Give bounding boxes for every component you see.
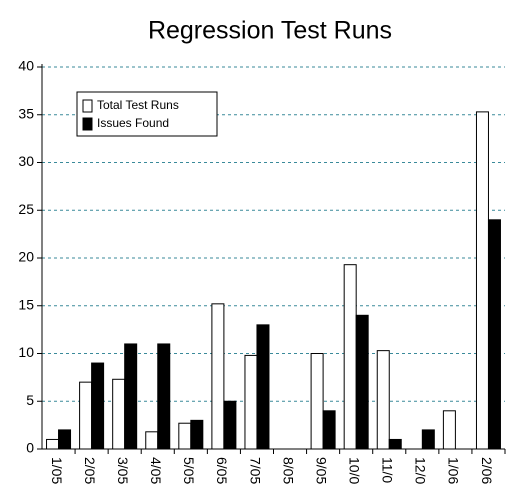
legend-label: Issues Found [97,116,169,130]
x-tick-label: 4/05 [148,457,164,484]
bar [112,378,126,450]
x-tick-label: 12/0 [413,457,429,484]
bar [211,303,225,450]
bar [487,219,501,450]
x-tick-label: 5/05 [181,457,197,484]
x-tick-label: 6/05 [214,457,230,484]
bar [442,410,456,450]
y-tick-label: 5 [26,392,34,408]
bar [124,343,138,450]
x-tick-label: 7/05 [247,457,263,484]
legend-swatch [82,117,93,131]
bar [475,111,489,450]
y-tick-label: 25 [18,201,34,217]
y-tick-label: 15 [18,296,34,312]
legend-box [76,91,218,137]
bar [178,422,192,450]
legend-swatch [82,99,93,113]
bar [310,353,324,450]
bar [388,438,402,450]
x-tick-label: 1/06 [446,457,462,484]
chart-title: Regression Test Runs [148,17,392,45]
bar [145,431,159,450]
bar [79,381,93,450]
x-tick-label: 8/05 [280,457,296,484]
y-tick-label: 0 [26,440,34,456]
x-tick-label: 1/05 [49,457,65,484]
x-tick-label: 10/0 [346,457,362,484]
bar [157,343,171,450]
y-tick-label: 20 [18,249,34,265]
bar [256,324,270,450]
y-tick-label: 40 [18,58,34,74]
bar [223,400,237,450]
bar [322,410,336,450]
bar [343,264,357,450]
bar [46,438,60,450]
x-tick-label: 3/05 [115,457,131,484]
y-tick-label: 35 [18,105,34,121]
legend-label: Total Test Runs [97,98,179,112]
bar [376,350,390,450]
bar [355,314,369,450]
y-tick-label: 30 [18,153,34,169]
bar [421,429,435,450]
bar [58,429,72,450]
bar [190,419,204,450]
x-tick-label: 9/05 [313,457,329,484]
x-tick-label: 11/0 [380,457,396,483]
x-tick-label: 2/06 [479,457,495,484]
bar [244,354,258,450]
y-tick-label: 10 [18,344,34,360]
bar [91,362,105,450]
x-tick-label: 2/05 [82,457,98,484]
